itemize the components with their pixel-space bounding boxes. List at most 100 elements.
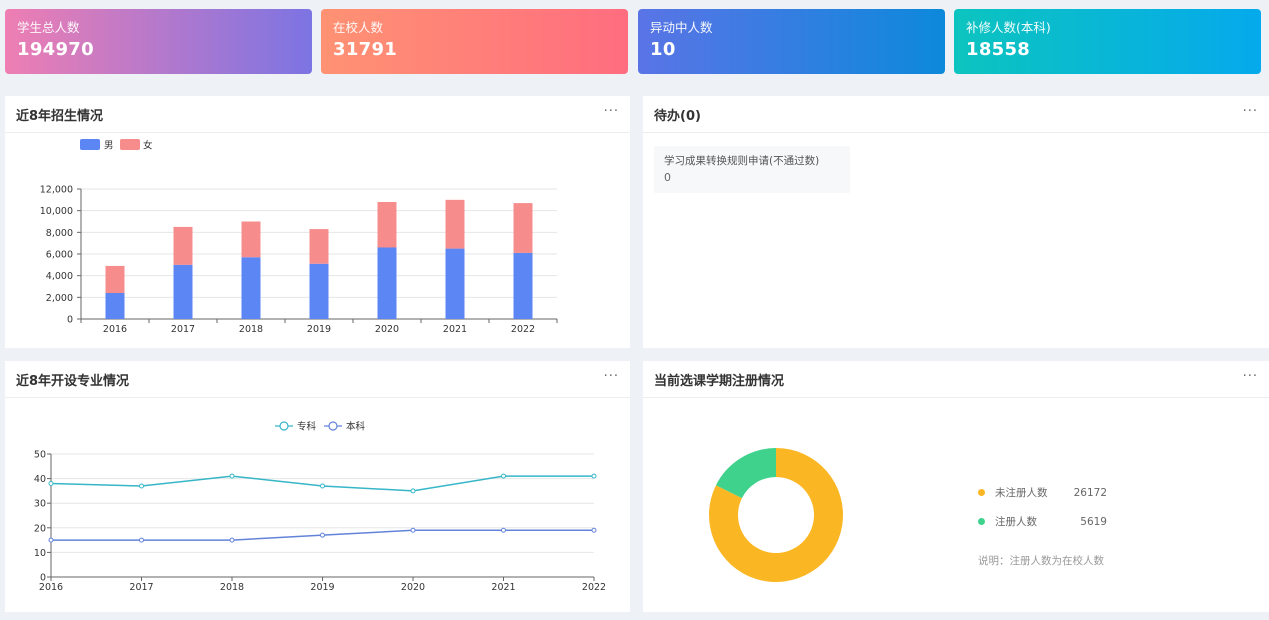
data-point [48, 537, 54, 543]
more-icon[interactable]: ··· [1242, 103, 1258, 119]
data-point [410, 488, 416, 494]
data-point [591, 527, 597, 533]
stat-value: 31791 [333, 39, 398, 60]
panel-header: 当前选课学期注册情况 ··· [643, 361, 1269, 398]
legend-benke-label: 本科 [346, 421, 366, 433]
data-point [229, 537, 235, 543]
y-tick-label: 20 [34, 523, 46, 534]
enrollment-panel: 近8年招生情况 ··· 男 女 0 2,000 4,000 6,000 8,000 10,00… [5, 96, 630, 348]
bar-female [105, 265, 125, 293]
legend-name: 注册人数 [995, 516, 1037, 528]
x-tick-label: 2017 [129, 582, 153, 593]
stat-value: 10 [650, 39, 676, 60]
y-tick-label: 0 [40, 573, 46, 584]
legend-item-unregistered[interactable]: 未注册人数 26172 [978, 485, 1107, 500]
x-tick-label: 2016 [103, 324, 127, 335]
stat-label: 在校人数 [333, 20, 384, 35]
x-tick-label: 2018 [239, 324, 263, 335]
more-icon[interactable]: ··· [603, 103, 619, 119]
y-tick-label: 30 [34, 499, 46, 510]
y-tick-label: 4,000 [46, 271, 73, 282]
bar-male [241, 257, 261, 319]
stat-card-in-school[interactable]: 在校人数 31791 [321, 9, 628, 74]
x-tick-label: 2021 [443, 324, 467, 335]
todo-item-value: 0 [664, 171, 671, 184]
registration-note: 说明：注册人数为在校人数 [978, 555, 1104, 567]
legend-value: 26172 [1073, 486, 1107, 499]
enrollment-bar-chart: 男 女 0 2,000 4,000 6,000 8,000 10,000 12,000 2016 2… [40, 139, 558, 335]
bar-female [173, 226, 193, 265]
y-tick-label: 10 [34, 548, 46, 559]
todo-item-title: 学习成果转换规则申请(不通过数) [664, 155, 820, 167]
legend-benke-marker [328, 421, 338, 431]
slice-registered [715, 448, 776, 499]
data-point [139, 483, 144, 489]
panel-header: 近8年开设专业情况 ··· [5, 361, 630, 398]
legend-swatch-male [80, 139, 100, 150]
data-point [501, 473, 506, 479]
x-tick-label: 2020 [375, 324, 399, 335]
panel-title: 近8年招生情况 [16, 108, 104, 124]
y-tick-label: 50 [34, 450, 46, 461]
data-point [229, 473, 235, 479]
panel-title: 近8年开设专业情况 [16, 373, 130, 389]
y-tick-label: 10,000 [40, 206, 73, 217]
legend-label-male: 男 [104, 141, 114, 152]
x-tick-label: 2018 [220, 582, 244, 593]
todo-item[interactable]: 学习成果转换规则申请(不通过数) 0 [654, 146, 850, 193]
bar-male [445, 248, 465, 319]
data-point [410, 527, 416, 533]
bar-male [309, 263, 329, 319]
stat-label: 异动中人数 [650, 20, 713, 35]
stat-card-total-students[interactable]: 学生总人数 194970 [5, 9, 312, 74]
legend-swatch-female [120, 139, 140, 150]
more-icon[interactable]: ··· [1242, 368, 1258, 384]
x-tick-label: 2017 [171, 324, 195, 335]
legend-dot [978, 489, 985, 496]
bar-female [445, 199, 465, 249]
data-point [139, 537, 144, 543]
y-tick-label: 12,000 [40, 185, 73, 196]
data-point [320, 483, 325, 489]
legend-value: 5619 [1080, 515, 1107, 528]
slice-unregistered [709, 448, 843, 582]
registration-donut-chart [709, 448, 843, 582]
bar-female [241, 221, 261, 258]
y-tick-label: 6,000 [46, 250, 73, 261]
more-icon[interactable]: ··· [603, 368, 619, 384]
y-tick-label: 0 [67, 315, 73, 326]
majors-line-chart: 专科 本科 0 10 20 30 40 50 2016 2017 2018 2019 2020 2021 2… [34, 421, 606, 594]
stat-card-makeup[interactable]: 补修人数(本科) 18558 [954, 9, 1261, 74]
bar-male [513, 252, 533, 319]
x-tick-label: 2016 [39, 582, 63, 593]
legend-name: 未注册人数 [995, 487, 1048, 499]
x-tick-label: 2022 [582, 582, 606, 593]
todo-panel: 待办(0) ··· 学习成果转换规则申请(不通过数) 0 [643, 96, 1269, 348]
data-point [320, 532, 325, 538]
panel-header: 待办(0) ··· [643, 96, 1269, 133]
bar-male [377, 247, 397, 319]
stat-label: 学生总人数 [17, 20, 80, 35]
stat-value: 194970 [17, 39, 94, 60]
legend-item-registered[interactable]: 注册人数 5619 [978, 514, 1107, 529]
y-tick-label: 8,000 [46, 228, 73, 239]
panel-title: 待办(0) [654, 108, 701, 124]
x-tick-label: 2019 [307, 324, 331, 335]
y-tick-label: 40 [34, 474, 46, 485]
data-point [591, 473, 597, 479]
x-tick-label: 2020 [401, 582, 425, 593]
panel-title: 当前选课学期注册情况 [654, 373, 785, 389]
x-tick-label: 2022 [511, 324, 535, 335]
bar-male [105, 293, 125, 319]
legend-zhuanke-label: 专科 [297, 421, 317, 433]
bar-female [513, 203, 533, 253]
bar-male [173, 264, 193, 319]
stat-value: 18558 [966, 39, 1031, 60]
majors-panel: 近8年开设专业情况 ··· 专科 本科 0 10 20 30 40 50 2016 2017 201… [5, 361, 630, 612]
stat-card-status-change[interactable]: 异动中人数 10 [638, 9, 945, 74]
y-tick-label: 2,000 [46, 293, 73, 304]
x-tick-label: 2021 [491, 582, 515, 593]
bar-female [309, 229, 329, 264]
bar-female [377, 202, 397, 248]
data-point [48, 481, 54, 487]
